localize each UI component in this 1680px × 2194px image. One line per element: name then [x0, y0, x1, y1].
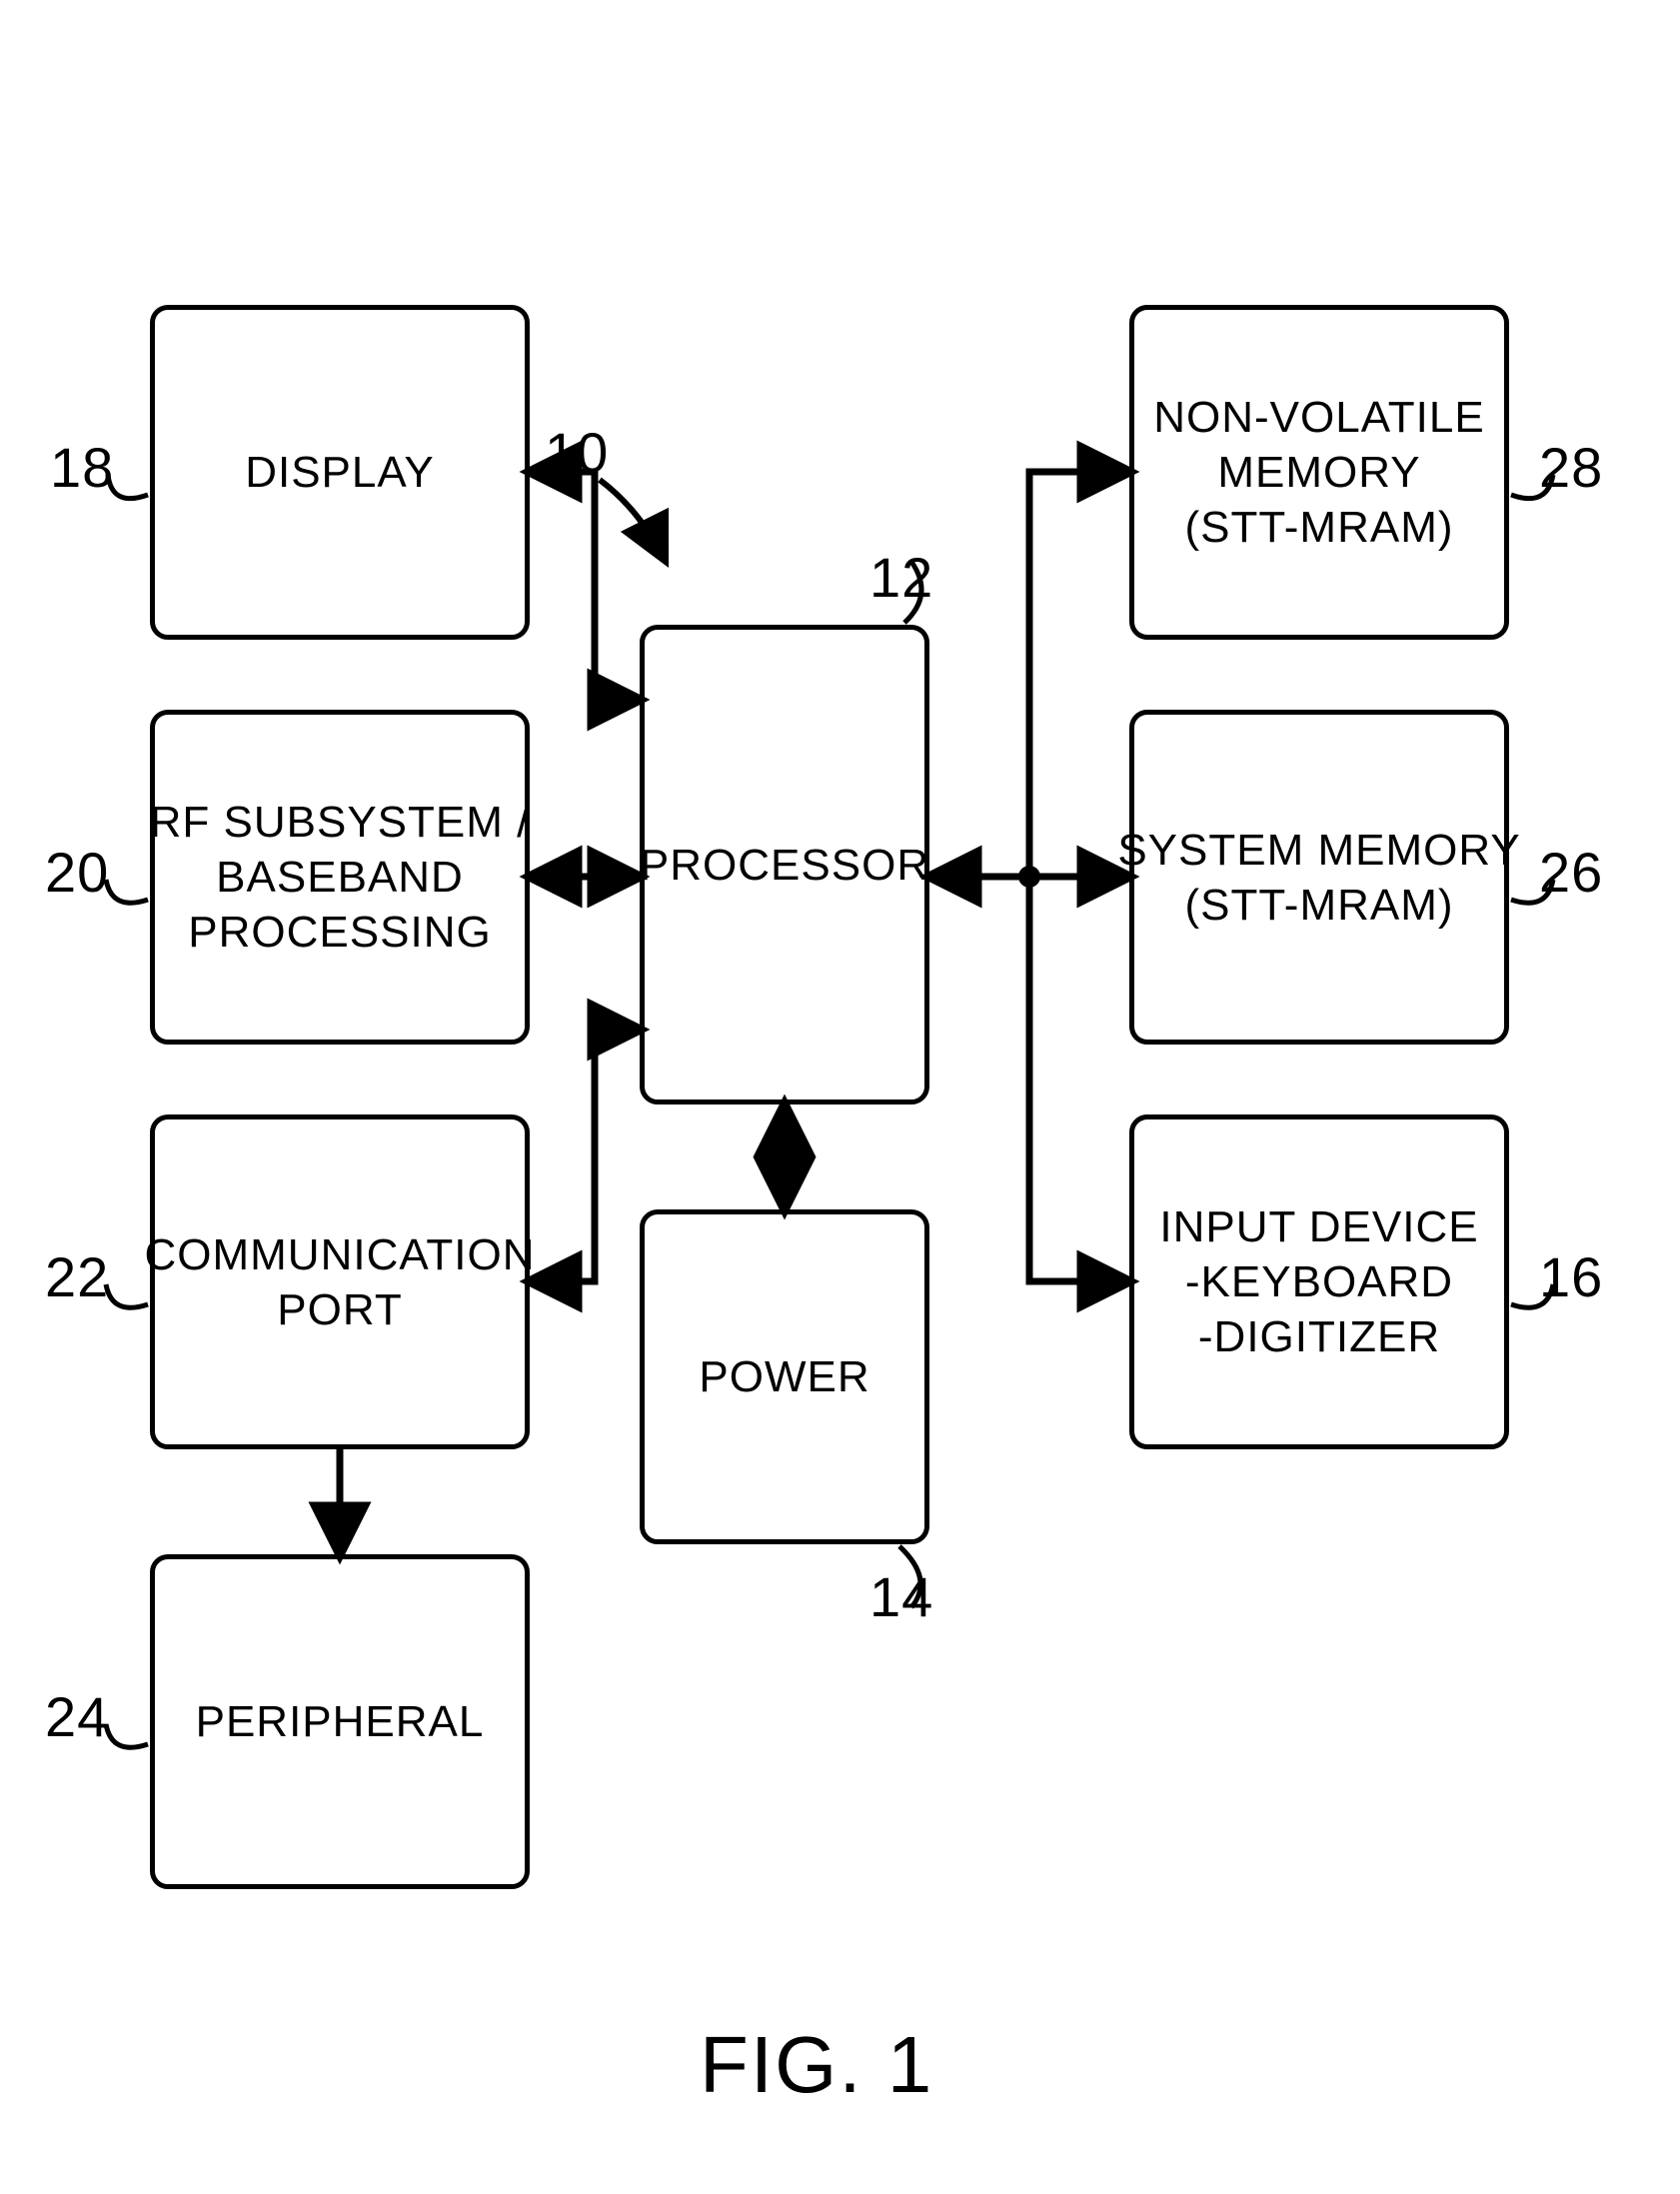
node-nvmem: NON-VOLATILE MEMORY (STT-MRAM) — [1129, 305, 1509, 640]
node-display-label: DISPLAY — [245, 445, 435, 500]
lead-rf — [106, 880, 148, 903]
node-sysmem-label: SYSTEM MEMORY (STT-MRAM) — [1117, 823, 1520, 933]
ref-power: 14 — [869, 1564, 933, 1629]
node-processor-label: PROCESSOR — [640, 838, 929, 893]
node-input-label: INPUT DEVICE -KEYBOARD -DIGITIZER — [1159, 1199, 1478, 1364]
node-sysmem: SYSTEM MEMORY (STT-MRAM) — [1129, 710, 1509, 1045]
ref-nvmem: 28 — [1539, 435, 1603, 500]
diagram-stage: PROCESSOR POWER DISPLAY RF SUBSYSTEM / B… — [0, 0, 1680, 2194]
ref-peripheral: 24 — [45, 1684, 109, 1749]
lead-peripheral — [106, 1724, 148, 1747]
node-power: POWER — [640, 1209, 929, 1544]
junction-dot — [1018, 866, 1040, 888]
lead-system — [600, 480, 665, 560]
ref-processor: 12 — [869, 545, 933, 610]
node-nvmem-label: NON-VOLATILE MEMORY (STT-MRAM) — [1153, 390, 1484, 555]
ref-system: 10 — [545, 420, 609, 485]
ref-commport: 22 — [45, 1244, 109, 1309]
edge-bus-input — [1029, 877, 1129, 1281]
node-commport-label: COMMUNICATION PORT — [144, 1227, 535, 1337]
ref-sysmem: 26 — [1539, 840, 1603, 905]
node-power-label: POWER — [699, 1349, 869, 1404]
node-processor: PROCESSOR — [640, 625, 929, 1104]
node-display: DISPLAY — [150, 305, 530, 640]
lead-commport — [106, 1284, 148, 1307]
node-commport: COMMUNICATION PORT — [150, 1114, 530, 1449]
ref-input: 16 — [1539, 1244, 1603, 1309]
node-rf-label: RF SUBSYSTEM / BASEBAND PROCESSING — [150, 795, 531, 960]
edge-proc-commport — [530, 1030, 640, 1281]
figure-caption: FIG. 1 — [700, 2019, 933, 2111]
node-rf: RF SUBSYSTEM / BASEBAND PROCESSING — [150, 710, 530, 1045]
node-peripheral: PERIPHERAL — [150, 1554, 530, 1889]
edge-bus-nvmem — [1029, 472, 1129, 877]
edge-proc-display — [530, 472, 640, 700]
node-input: INPUT DEVICE -KEYBOARD -DIGITIZER — [1129, 1114, 1509, 1449]
ref-rf: 20 — [45, 840, 109, 905]
node-peripheral-label: PERIPHERAL — [196, 1694, 485, 1749]
ref-display: 18 — [50, 435, 114, 500]
